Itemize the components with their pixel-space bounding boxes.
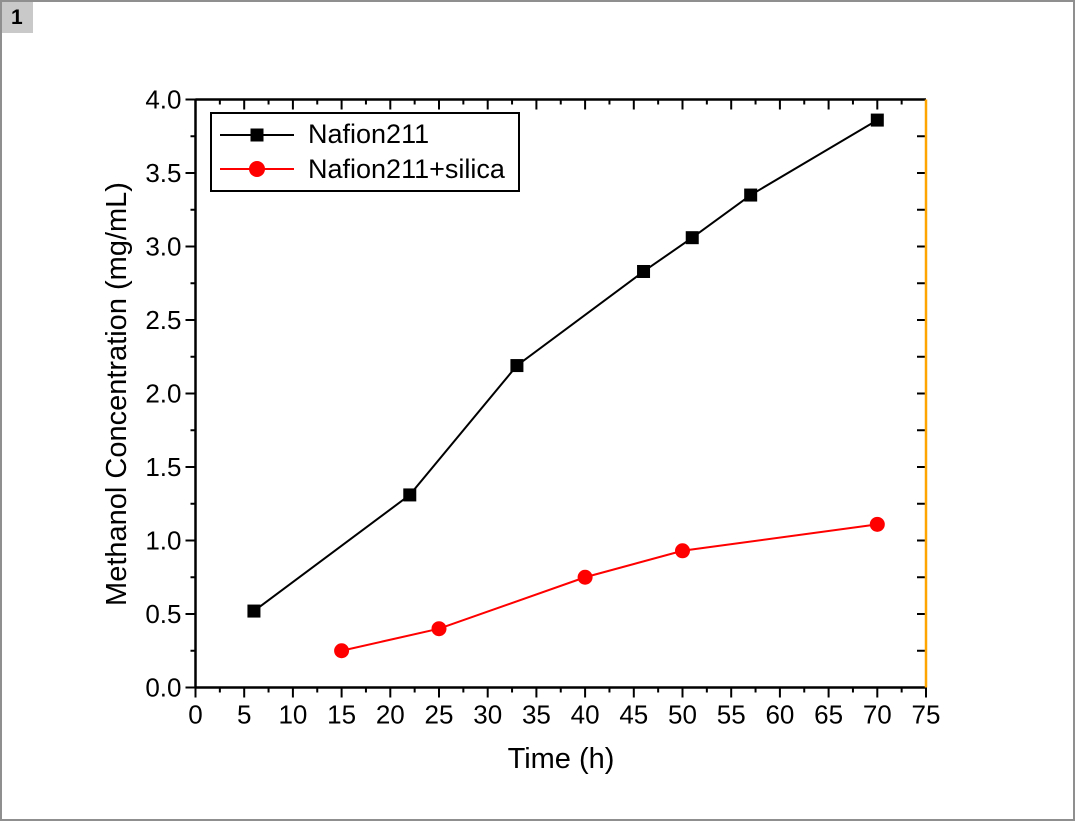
y-tick-label: 2.5 bbox=[145, 305, 181, 335]
x-tick-label: 40 bbox=[571, 700, 600, 730]
data-point-marker[interactable] bbox=[431, 621, 447, 637]
x-tick-label: 25 bbox=[425, 700, 454, 730]
x-tick-label: 35 bbox=[522, 700, 551, 730]
legend-label: Nafion211+silica bbox=[308, 153, 505, 184]
x-tick-label: 65 bbox=[814, 700, 843, 730]
y-tick-label: 2.0 bbox=[145, 379, 181, 409]
series-line-1[interactable] bbox=[341, 523, 878, 652]
x-tick-label: 50 bbox=[668, 700, 697, 730]
layer-number-badge[interactable]: 1 bbox=[2, 2, 33, 33]
x-tick-label: 70 bbox=[863, 700, 892, 730]
legend-line-sample bbox=[220, 126, 294, 143]
legend-line-sample bbox=[220, 161, 294, 178]
legend-item-nafion211-silica[interactable]: Nafion211+silica bbox=[220, 153, 518, 184]
x-axis-title: Time (h) bbox=[507, 743, 615, 775]
data-point-marker[interactable] bbox=[403, 488, 417, 502]
data-point-marker[interactable] bbox=[685, 231, 699, 245]
x-tick-label: 75 bbox=[912, 700, 941, 730]
y-tick-label: 3.0 bbox=[145, 232, 181, 262]
data-point-marker[interactable] bbox=[334, 643, 350, 659]
y-tick-label: 0.5 bbox=[145, 599, 181, 629]
y-tick-label: 4.0 bbox=[145, 85, 181, 115]
x-tick-label: 45 bbox=[619, 700, 648, 730]
data-point-marker[interactable] bbox=[870, 113, 884, 127]
x-tick-label: 20 bbox=[376, 700, 405, 730]
data-point-marker[interactable] bbox=[869, 516, 885, 532]
x-tick-label: 30 bbox=[473, 700, 502, 730]
y-tick-label: 1.5 bbox=[145, 452, 181, 482]
data-point-marker[interactable] bbox=[247, 604, 261, 618]
x-tick-label: 55 bbox=[717, 700, 746, 730]
data-point-marker[interactable] bbox=[637, 264, 651, 278]
x-tick-label: 5 bbox=[237, 700, 251, 730]
legend-label: Nafion211 bbox=[308, 119, 430, 150]
legend-item-nafion211[interactable]: Nafion211 bbox=[220, 121, 518, 148]
x-tick-label: 10 bbox=[278, 700, 307, 730]
y-tick-label: 0.0 bbox=[145, 673, 181, 703]
x-tick-label: 15 bbox=[327, 700, 356, 730]
data-point-marker[interactable] bbox=[744, 188, 758, 202]
y-tick-label: 3.5 bbox=[145, 158, 181, 188]
y-tick-label: 1.0 bbox=[145, 526, 181, 556]
x-tick-label: 0 bbox=[188, 700, 202, 730]
data-point-marker[interactable] bbox=[675, 543, 690, 559]
data-point-marker[interactable] bbox=[510, 359, 524, 373]
data-point-marker[interactable] bbox=[577, 569, 593, 585]
legend[interactable]: Nafion211 Nafion211+silica bbox=[210, 112, 520, 192]
y-axis-title: Methanol Concentration (mg/mL) bbox=[101, 182, 133, 606]
square-marker-icon bbox=[250, 128, 264, 142]
x-tick-label: 60 bbox=[765, 700, 794, 730]
circle-marker-icon bbox=[249, 161, 265, 178]
